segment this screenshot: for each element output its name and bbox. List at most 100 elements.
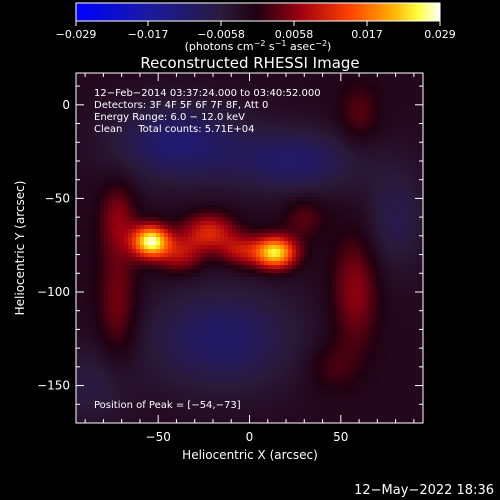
- heatmap-cell: [196, 353, 200, 357]
- heatmap-cell: [260, 141, 264, 145]
- heatmap-cell: [272, 205, 276, 209]
- heatmap-cell: [140, 369, 144, 373]
- heatmap-cell: [120, 125, 124, 129]
- heatmap-cell: [240, 257, 244, 261]
- heatmap-cell: [80, 349, 84, 353]
- heatmap-cell: [236, 241, 240, 245]
- heatmap-cell: [256, 333, 260, 337]
- heatmap-cell: [200, 345, 204, 349]
- heatmap-cell: [112, 221, 116, 225]
- heatmap-cell: [216, 85, 220, 89]
- heatmap-cell: [80, 309, 84, 313]
- heatmap-cell: [76, 77, 80, 81]
- heatmap-cell: [140, 237, 144, 241]
- heatmap-cell: [256, 293, 260, 297]
- heatmap-cell: [120, 77, 124, 81]
- heatmap-cell: [276, 221, 280, 225]
- heatmap-cell: [100, 193, 104, 197]
- heatmap-cell: [124, 313, 128, 317]
- heatmap-cell: [280, 377, 284, 381]
- heatmap-cell: [144, 269, 148, 273]
- heatmap-cell: [156, 341, 160, 345]
- heatmap-cell: [168, 385, 172, 389]
- heatmap-cell: [144, 373, 148, 377]
- heatmap-cell: [172, 153, 176, 157]
- heatmap-cell: [224, 329, 228, 333]
- heatmap-cell: [236, 149, 240, 153]
- heatmap-cell: [264, 129, 268, 133]
- heatmap-cell: [296, 333, 300, 337]
- heatmap-cell: [264, 73, 268, 77]
- heatmap-cell: [176, 249, 180, 253]
- heatmap-cell: [232, 105, 236, 109]
- heatmap-cell: [120, 353, 124, 357]
- heatmap-cell: [284, 89, 288, 93]
- heatmap-cell: [228, 189, 232, 193]
- heatmap-cell: [88, 89, 92, 93]
- heatmap-cell: [240, 389, 244, 393]
- heatmap-cell: [204, 117, 208, 121]
- heatmap-cell: [168, 305, 172, 309]
- heatmap-cell: [96, 405, 100, 409]
- heatmap-cell: [108, 281, 112, 285]
- heatmap-cell: [296, 369, 300, 373]
- heatmap-cell: [300, 197, 304, 201]
- heatmap-cell: [204, 237, 208, 241]
- heatmap-cell: [268, 285, 272, 289]
- heatmap-cell: [244, 217, 248, 221]
- heatmap-cell: [248, 373, 252, 377]
- heatmap-cell: [124, 289, 128, 293]
- heatmap-cell: [148, 113, 152, 117]
- heatmap-cell: [280, 213, 284, 217]
- heatmap-cell: [200, 409, 204, 413]
- heatmap-cell: [164, 73, 168, 77]
- heatmap-cell: [204, 157, 208, 161]
- heatmap-cell: [152, 397, 156, 401]
- heatmap-cell: [156, 277, 160, 281]
- heatmap-cell: [88, 337, 92, 341]
- heatmap-cell: [232, 393, 236, 397]
- heatmap-cell: [84, 177, 88, 181]
- heatmap-cell: [248, 269, 252, 273]
- heatmap-cell: [280, 317, 284, 321]
- heatmap-cell: [252, 129, 256, 133]
- heatmap-cell: [268, 101, 272, 105]
- heatmap-cell: [256, 129, 260, 133]
- heatmap-cell: [124, 317, 128, 321]
- heatmap-cell: [156, 333, 160, 337]
- heatmap-cell: [288, 121, 292, 125]
- heatmap-cell: [216, 253, 220, 257]
- heatmap-cell: [184, 201, 188, 205]
- heatmap-cell: [156, 377, 160, 381]
- heatmap-cell: [248, 397, 252, 401]
- heatmap-cell: [236, 413, 240, 417]
- heatmap-cell: [264, 261, 268, 265]
- heatmap-cell: [220, 105, 224, 109]
- heatmap-cell: [272, 349, 276, 353]
- heatmap-cell: [236, 317, 240, 321]
- heatmap-cell: [76, 89, 80, 93]
- heatmap-cell: [108, 329, 112, 333]
- heatmap-cell: [152, 105, 156, 109]
- heatmap-cell: [120, 85, 124, 89]
- heatmap-cell: [232, 421, 236, 423]
- heatmap-cell: [100, 281, 104, 285]
- heatmap-cell: [156, 181, 160, 185]
- heatmap-cell: [120, 261, 124, 265]
- heatmap-cell: [196, 133, 200, 137]
- heatmap-cell: [144, 245, 148, 249]
- heatmap-cell: [284, 409, 288, 413]
- heatmap-cell: [176, 213, 180, 217]
- heatmap-cell: [188, 101, 192, 105]
- heatmap-cell: [296, 253, 300, 257]
- heatmap-cell: [276, 281, 280, 285]
- heatmap-cell: [212, 165, 216, 169]
- heatmap-cell: [184, 293, 188, 297]
- heatmap-cell: [156, 213, 160, 217]
- heatmap-cell: [288, 201, 292, 205]
- heatmap-cell: [224, 297, 228, 301]
- heatmap-cell: [96, 141, 100, 145]
- heatmap-cell: [96, 177, 100, 181]
- heatmap-cell: [96, 221, 100, 225]
- heatmap-cell: [156, 281, 160, 285]
